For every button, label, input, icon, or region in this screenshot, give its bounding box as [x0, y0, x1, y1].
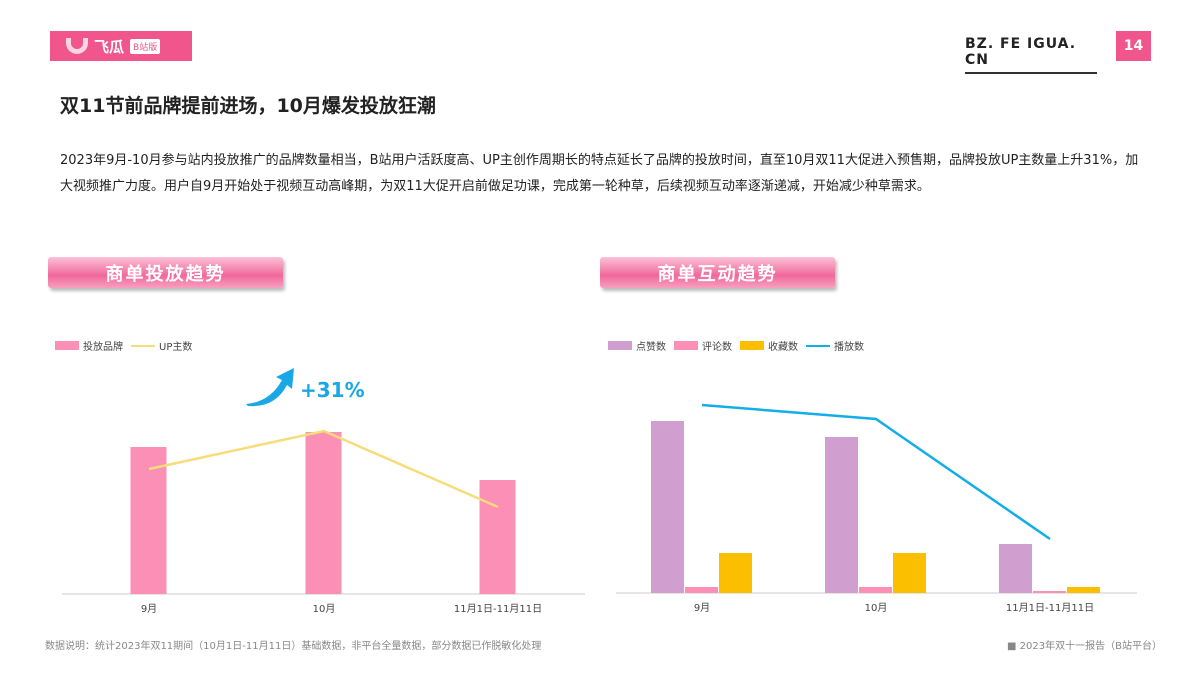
- legend-swatch: [806, 344, 830, 347]
- line-UP主数: [148, 429, 499, 509]
- x-tick-label: 10月: [313, 603, 336, 615]
- logo: 飞瓜 B站版: [50, 31, 192, 61]
- footer-note: 数据说明：统计2023年双11期间（10月1日-11月11日）基础数据，非平台全…: [45, 641, 542, 652]
- description: 2023年9月-10月参与站内投放推广的品牌数量相当，B站用户活跃度高、UP主创…: [60, 153, 1139, 194]
- legend-swatch: [131, 344, 155, 347]
- footer-source: ■ 2023年双十一报告（B站平台）: [1007, 641, 1162, 652]
- bar-评论数: [685, 587, 718, 593]
- x-tick-label: 11月1日-11月11日: [454, 603, 542, 615]
- bar-投放品牌: [130, 447, 167, 594]
- legend-label: 点赞数: [636, 342, 666, 353]
- legend-item[interactable]: 投放品牌: [55, 338, 123, 353]
- x-tick-label: 11月1日-11月11日: [1006, 602, 1094, 614]
- bar-投放品牌: [479, 480, 516, 594]
- legend-item[interactable]: 评论数: [674, 338, 732, 353]
- bar-投放品牌: [305, 432, 342, 594]
- line-播放数: [701, 403, 1051, 541]
- legend-label: UP主数: [159, 342, 193, 353]
- x-tick-label: 10月: [865, 602, 888, 614]
- section-title-left: 商单投放趋势: [48, 257, 283, 288]
- bar-评论数: [859, 587, 892, 593]
- legend-item[interactable]: UP主数: [131, 338, 192, 353]
- bar-收藏数: [719, 553, 752, 593]
- bar-收藏数: [893, 553, 926, 593]
- logo-icon: [66, 38, 88, 54]
- legend-item[interactable]: 点赞数: [608, 338, 666, 353]
- legend-label: 评论数: [702, 342, 732, 353]
- bar-评论数: [1033, 591, 1066, 593]
- legend-swatch: [55, 341, 79, 350]
- section-title-right: 商单互动趋势: [600, 257, 835, 288]
- up-arrow-icon: [246, 368, 294, 407]
- x-tick-label: 9月: [694, 602, 710, 614]
- legend-label: 投放品牌: [83, 342, 123, 353]
- site-url: BZ. FE IGUA. CN: [965, 36, 1097, 74]
- legend-left: 投放品牌 UP主数: [55, 338, 192, 353]
- x-tick-label: 9月: [141, 603, 157, 615]
- bar-收藏数: [1067, 587, 1100, 593]
- page-title: 双11节前品牌提前进场，10月爆发投放狂潮: [60, 95, 436, 117]
- legend-label: 收藏数: [768, 342, 798, 353]
- legend-item[interactable]: 收藏数: [740, 338, 798, 353]
- legend-item[interactable]: 播放数: [806, 338, 864, 353]
- legend-swatch: [740, 341, 764, 350]
- footer-source-text: 2023年双十一报告（B站平台）: [1019, 641, 1162, 652]
- legend-swatch: [674, 341, 698, 350]
- page-number: 14: [1116, 31, 1151, 61]
- legend-label: 播放数: [834, 342, 864, 353]
- bar-点赞数: [651, 421, 684, 593]
- bar-点赞数: [999, 544, 1032, 593]
- brand-name: 飞瓜: [94, 37, 125, 56]
- legend-right: 点赞数 评论数 收藏数 播放数: [608, 338, 864, 353]
- brand-tag: B站版: [130, 38, 161, 54]
- bar-点赞数: [825, 437, 858, 593]
- growth-annotation: +31%: [300, 378, 365, 402]
- legend-swatch: [608, 341, 632, 350]
